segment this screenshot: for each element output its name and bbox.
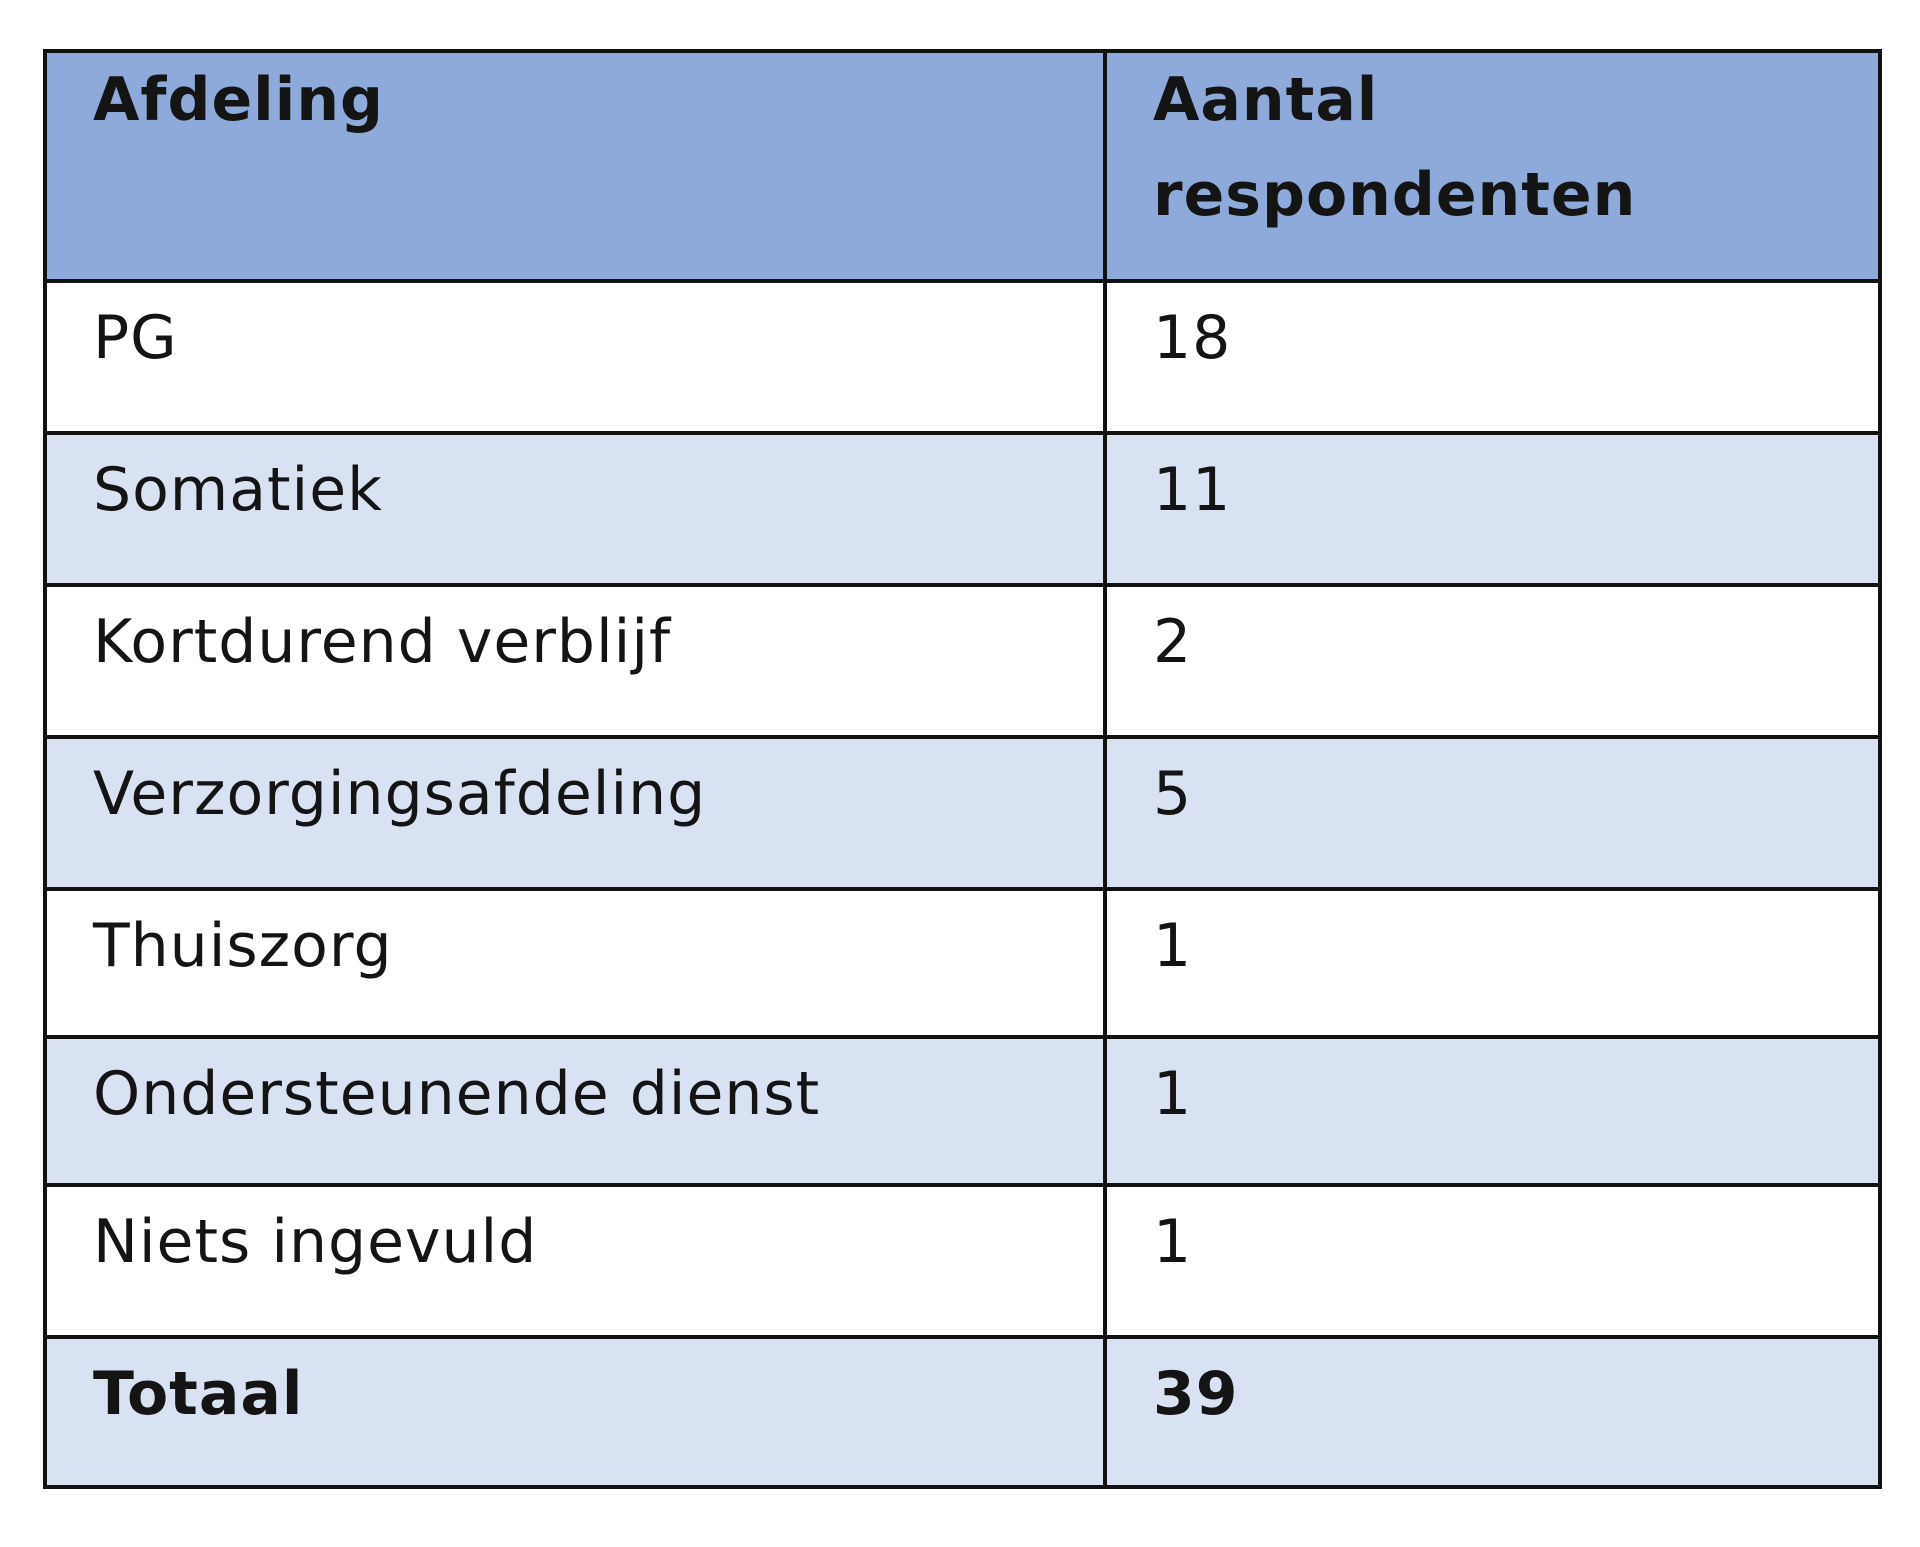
table-row: Niets ingevuld 1 bbox=[43, 1183, 1882, 1339]
header-aantal-respondenten: Aantal respondenten bbox=[1103, 49, 1882, 283]
cell-aantal: 1 bbox=[1103, 1035, 1882, 1187]
cell-afdeling: Ondersteunende dienst bbox=[43, 1035, 1107, 1187]
table-row: Ondersteunende dienst 1 bbox=[43, 1035, 1882, 1187]
cell-afdeling: PG bbox=[43, 279, 1107, 435]
cell-afdeling: Kortdurend verblijf bbox=[43, 583, 1107, 739]
cell-afdeling: Verzorgingsafdeling bbox=[43, 735, 1107, 891]
cell-afdeling: Thuiszorg bbox=[43, 887, 1107, 1039]
table-row: Somatiek 11 bbox=[43, 431, 1882, 587]
cell-aantal: 1 bbox=[1103, 887, 1882, 1039]
total-label: Totaal bbox=[43, 1335, 1107, 1489]
respondents-table: Afdeling Aantal respondenten PG 18 Somat… bbox=[43, 49, 1882, 1489]
table-total-row: Totaal 39 bbox=[43, 1335, 1882, 1489]
cell-afdeling: Niets ingevuld bbox=[43, 1183, 1107, 1339]
table-row: Thuiszorg 1 bbox=[43, 887, 1882, 1039]
header-afdeling: Afdeling bbox=[43, 49, 1107, 283]
respondents-table-container: Afdeling Aantal respondenten PG 18 Somat… bbox=[43, 49, 1882, 1489]
table-row: PG 18 bbox=[43, 279, 1882, 435]
table-header-row: Afdeling Aantal respondenten bbox=[43, 49, 1882, 283]
table-row: Verzorgingsafdeling 5 bbox=[43, 735, 1882, 891]
cell-aantal: 5 bbox=[1103, 735, 1882, 891]
total-value: 39 bbox=[1103, 1335, 1882, 1489]
cell-aantal: 1 bbox=[1103, 1183, 1882, 1339]
cell-afdeling: Somatiek bbox=[43, 431, 1107, 587]
table-row: Kortdurend verblijf 2 bbox=[43, 583, 1882, 739]
cell-aantal: 2 bbox=[1103, 583, 1882, 739]
cell-aantal: 11 bbox=[1103, 431, 1882, 587]
cell-aantal: 18 bbox=[1103, 279, 1882, 435]
